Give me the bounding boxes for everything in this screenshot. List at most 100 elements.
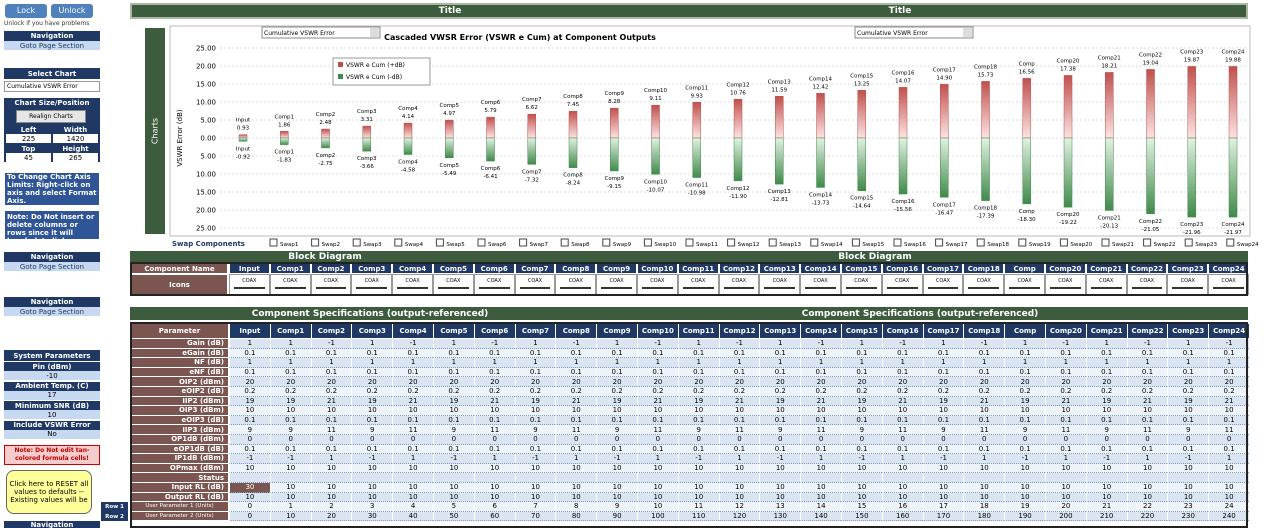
spec-cell[interactable]: -1	[229, 454, 270, 464]
spec-cell[interactable]: 10	[555, 483, 597, 493]
spec-cell[interactable]: 10	[1167, 483, 1209, 493]
spec-cell[interactable]: 0.1	[800, 348, 841, 359]
spec-cell[interactable]: 10	[1208, 406, 1249, 416]
spec-cell[interactable]: 2	[310, 502, 352, 512]
spec-cell[interactable]: 0.1	[1126, 444, 1168, 455]
spec-cell[interactable]: 0.1	[759, 348, 801, 359]
spec-cell[interactable]: 0.2	[677, 387, 719, 397]
spec-cell[interactable]: 0	[229, 511, 270, 522]
spec-cell[interactable]: -1	[392, 339, 433, 349]
spec-cell[interactable]: 10	[759, 483, 801, 493]
swap-checkbox[interactable]	[1059, 238, 1068, 247]
spec-cell[interactable]: 1	[392, 454, 433, 464]
spec-cell[interactable]: 0.1	[1126, 415, 1168, 426]
spec-cell[interactable]: 0.2	[229, 387, 270, 397]
spec-cell[interactable]: 8	[555, 502, 597, 512]
spec-cell[interactable]: 0.1	[514, 444, 556, 455]
spec-cell[interactable]: 0.1	[310, 348, 352, 359]
spec-cell[interactable]: 0.1	[1085, 367, 1127, 378]
spec-cell[interactable]: 0.1	[351, 415, 393, 426]
spec-cell[interactable]: 10	[800, 463, 841, 474]
spec-cell[interactable]: 50	[433, 511, 474, 522]
spec-cell[interactable]: 10	[229, 492, 270, 503]
spec-cell[interactable]: 0	[351, 435, 393, 445]
spec-cell[interactable]: 20	[637, 377, 678, 387]
spec-cell[interactable]: 20	[1208, 377, 1249, 387]
spec-cell[interactable]: 1	[1208, 358, 1249, 368]
spec-cell[interactable]: 21	[1085, 502, 1127, 512]
spec-cell[interactable]: 1	[1045, 454, 1086, 464]
spec-cell[interactable]: 0	[759, 435, 801, 445]
spec-cell[interactable]: 9	[1167, 425, 1209, 435]
spec-cell[interactable]	[881, 473, 923, 483]
spec-cell[interactable]	[1208, 473, 1249, 483]
spec-cell[interactable]: 1	[963, 358, 1005, 368]
spec-cell[interactable]: 0.2	[351, 387, 393, 397]
chart-dropdown[interactable]	[261, 26, 381, 39]
spec-cell[interactable]: 10	[269, 492, 311, 503]
spec-cell[interactable]: 10	[718, 463, 760, 474]
spec-cell[interactable]: 10	[392, 406, 433, 416]
spec-cell[interactable]: 10	[229, 463, 270, 474]
spec-cell[interactable]: 1	[269, 339, 311, 349]
spec-cell[interactable]: 0.2	[1004, 387, 1045, 397]
spec-cell[interactable]	[922, 473, 964, 483]
spec-cell[interactable]: 1	[637, 358, 678, 368]
swap-checkbox[interactable]	[976, 238, 985, 247]
spec-cell[interactable]: 0.1	[800, 444, 841, 455]
swap-checkbox[interactable]	[477, 238, 486, 247]
spec-cell[interactable]: 0.1	[1004, 367, 1045, 378]
spec-cell[interactable]: 1	[229, 358, 270, 368]
spec-cell[interactable]: 0.1	[1045, 415, 1086, 426]
spec-cell[interactable]: 0.2	[881, 387, 923, 397]
swap-checkbox[interactable]	[1143, 238, 1152, 247]
spec-cell[interactable]: 0.1	[555, 415, 597, 426]
nav-link[interactable]: Goto Page Section	[4, 262, 100, 271]
spec-cell[interactable]: 19	[759, 396, 801, 407]
spec-cell[interactable]: 190	[1004, 511, 1045, 522]
spec-cell[interactable]: 0.1	[1126, 367, 1168, 378]
spec-cell[interactable]: 10	[800, 492, 841, 503]
spec-cell[interactable]: 0.1	[677, 444, 719, 455]
spec-cell[interactable]: 0.1	[269, 415, 311, 426]
spec-cell[interactable]: 10	[433, 463, 474, 474]
spec-cell[interactable]: 10	[637, 492, 678, 503]
spec-cell[interactable]: 10	[269, 483, 311, 493]
spec-cell[interactable]: 20	[677, 377, 719, 387]
spec-cell[interactable]: 9	[841, 425, 882, 435]
spec-cell[interactable]: 10	[759, 463, 801, 474]
spec-cell[interactable]: 23	[1167, 502, 1209, 512]
spec-cell[interactable]: 20	[841, 377, 882, 387]
swap-checkbox[interactable]	[685, 238, 694, 247]
spec-cell[interactable]: 1	[718, 358, 760, 368]
spec-cell[interactable]: 0.2	[473, 387, 515, 397]
spec-cell[interactable]: 20	[596, 377, 637, 387]
spec-cell[interactable]: 0	[800, 435, 841, 445]
spec-cell[interactable]: 10	[596, 406, 637, 416]
spec-cell[interactable]: 19	[596, 396, 637, 407]
spec-cell[interactable]	[1167, 473, 1209, 483]
spec-cell[interactable]: 10	[1045, 406, 1086, 416]
spec-cell[interactable]: 10	[310, 406, 352, 416]
spec-cell[interactable]: 0.1	[922, 444, 964, 455]
spec-cell[interactable]: 10	[1208, 483, 1249, 493]
spec-cell[interactable]: 1	[1208, 454, 1249, 464]
swap-checkbox[interactable]	[810, 238, 819, 247]
spec-cell[interactable]: 10	[677, 483, 719, 493]
spec-cell[interactable]: 10	[351, 406, 393, 416]
spec-cell[interactable]: 10	[1126, 406, 1168, 416]
spec-cell[interactable]: 20	[1004, 377, 1045, 387]
spec-cell[interactable]: 1	[310, 454, 352, 464]
spec-cell[interactable]: 19	[841, 396, 882, 407]
spec-cell[interactable]: 21	[637, 396, 678, 407]
spec-cell[interactable]: 0.1	[1004, 348, 1045, 359]
spec-cell[interactable]: 22	[1126, 502, 1168, 512]
spec-cell[interactable]	[637, 473, 678, 483]
spec-cell[interactable]: 0.1	[718, 415, 760, 426]
spec-cell[interactable]: 1	[677, 358, 719, 368]
param-value[interactable]: No	[4, 429, 100, 439]
spec-cell[interactable]	[555, 473, 597, 483]
spec-cell[interactable]	[351, 473, 393, 483]
spec-cell[interactable]: 10	[229, 406, 270, 416]
spec-cell[interactable]: 19	[1004, 396, 1045, 407]
